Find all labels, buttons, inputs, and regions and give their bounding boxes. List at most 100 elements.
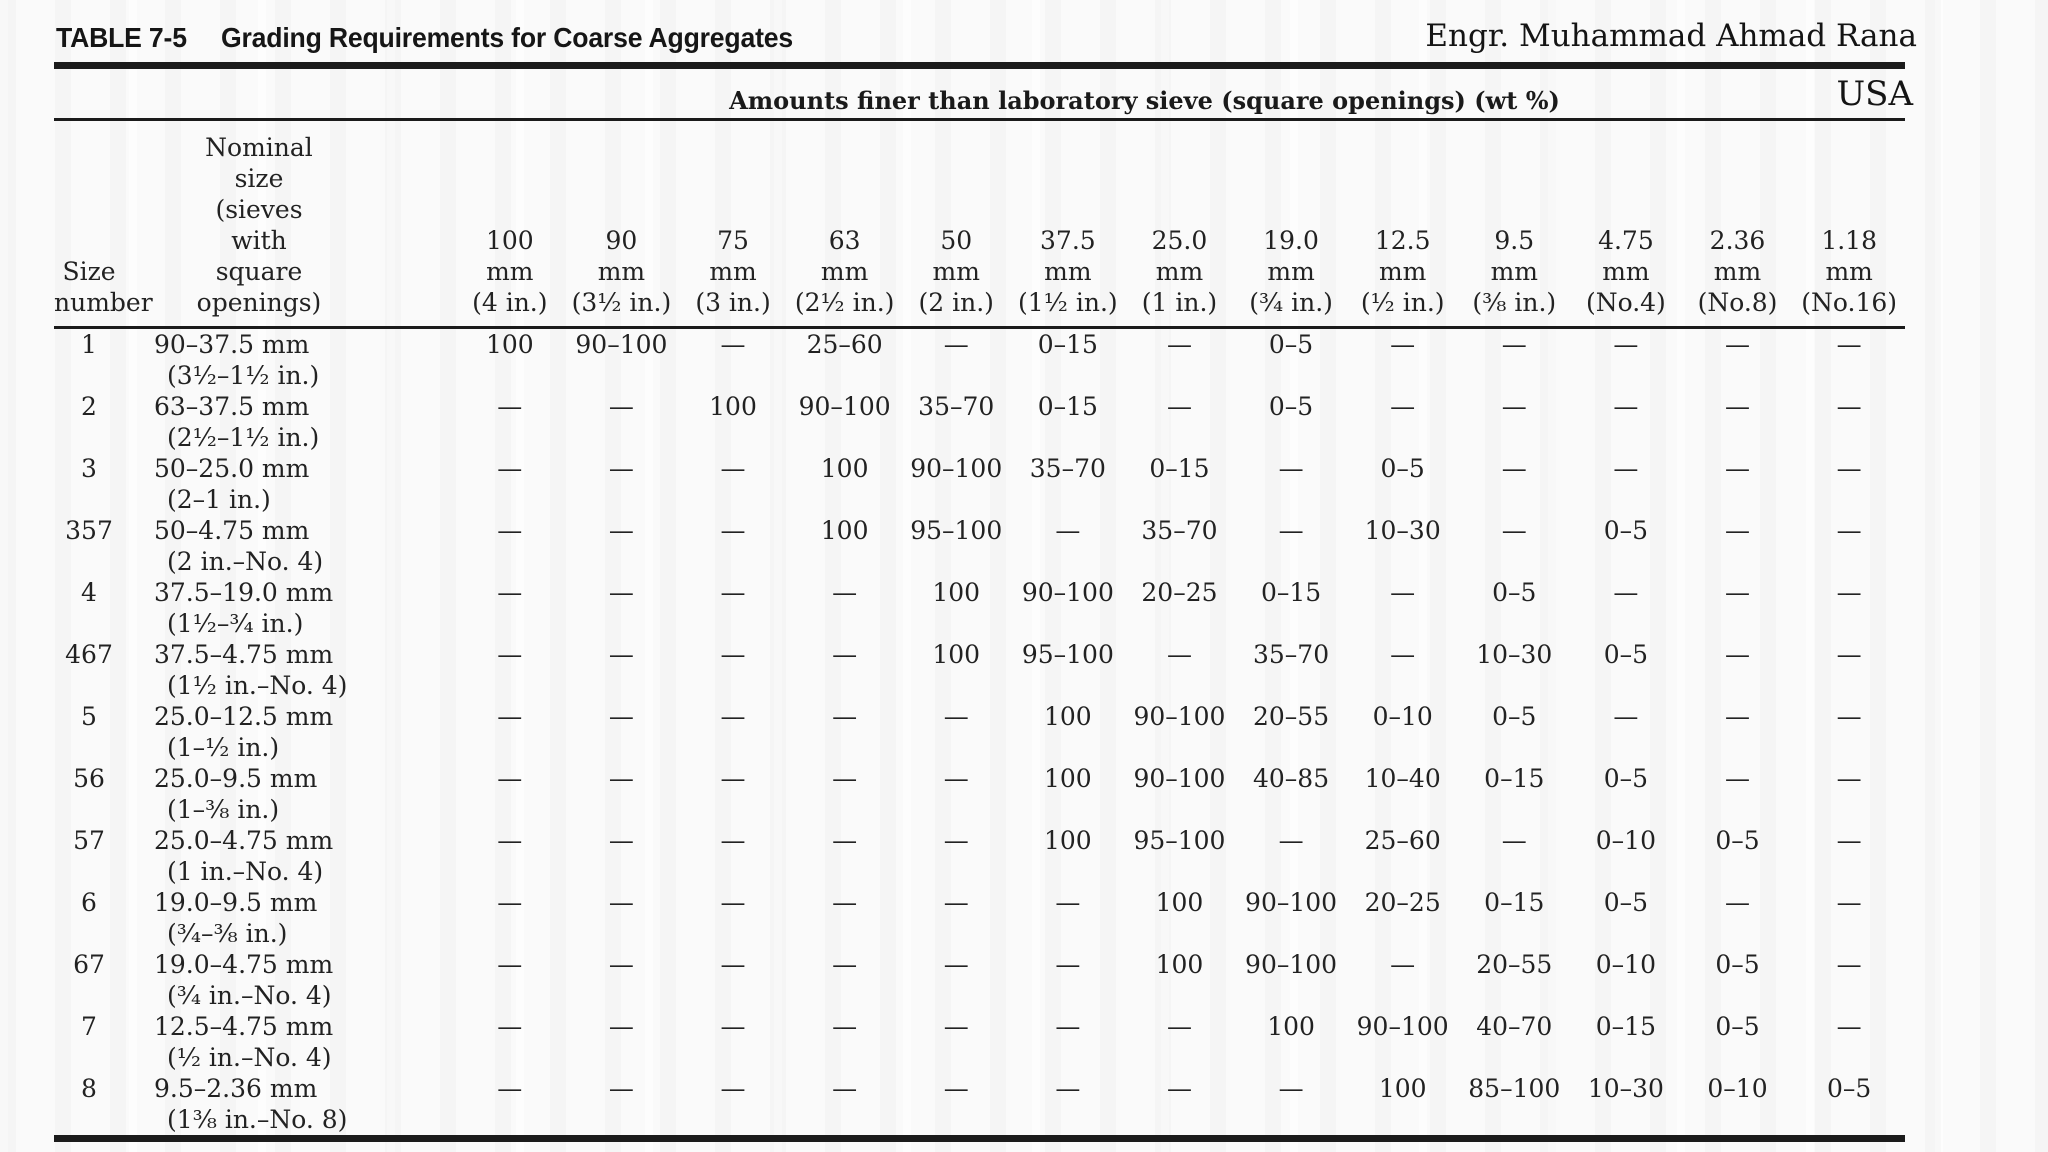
nominal-size-cell: 37.5–4.75 mm (1¹⁄₂ in.–No. 4) <box>124 639 454 701</box>
grading-value-cell: — <box>1836 515 1862 545</box>
grading-value-cell: 85–100 <box>1468 1073 1561 1103</box>
table-row: 4 37.5–19.0 mm (1¹⁄₂–³⁄₄ in.) — — — — <box>54 577 1905 639</box>
grading-value-cell: — <box>720 1011 746 1041</box>
grading-value-cell: — <box>608 453 634 483</box>
grading-value-cell: — <box>497 577 523 607</box>
nominal-size-imperial: (1 in.–No. 4) <box>167 856 324 886</box>
grading-value-cell: — <box>720 1073 746 1103</box>
grading-value-cell: — <box>1055 1073 1081 1103</box>
nominal-size-cell: 19.0–4.75 mm (³⁄₄ in.–No. 4) <box>124 949 454 1011</box>
sieve-size-imperial: (1 in.) <box>1141 287 1218 317</box>
grading-value-cell: 0–5 <box>1715 825 1760 855</box>
grading-value-cell: — <box>497 763 523 793</box>
sieve-size-mm: 19.0 <box>1263 225 1319 255</box>
table-row: 57 25.0–4.75 mm (1 in.–No. 4) — — — — <box>54 825 1905 887</box>
grading-value-cell: — <box>1836 1011 1862 1041</box>
col-header-sieve-size: 90 mm (3¹⁄₂ in.) <box>565 121 678 329</box>
grading-value-cell: 0–5 <box>1715 949 1760 979</box>
grading-value-cell: 0–5 <box>1268 329 1314 359</box>
nominal-size-mm: 63–37.5 mm <box>154 391 310 421</box>
sieve-unit: mm <box>486 256 534 286</box>
grading-value-cell: — <box>1613 391 1639 421</box>
grading-value-cell: — <box>1166 329 1192 359</box>
nominal-size-cell: 19.0–9.5 mm (³⁄₄–³⁄₈ in.) <box>124 887 454 949</box>
grading-value-cell: 0–10 <box>1707 1073 1768 1103</box>
grading-value-cell: — <box>943 825 969 855</box>
sieve-unit: mm <box>1378 256 1427 286</box>
nominal-size-cell: 25.0–4.75 mm (1 in.–No. 4) <box>124 825 454 887</box>
grading-value-cell: — <box>1725 329 1750 359</box>
table-row: 357 50–4.75 mm (2 in.–No. 4) — — — 100 <box>54 515 1905 577</box>
grading-value-cell: — <box>832 825 858 855</box>
sieve-size-imperial: (No.16) <box>1801 287 1898 317</box>
grading-value-cell: — <box>720 639 746 669</box>
grading-value-cell: — <box>608 825 634 855</box>
grading-value-cell: — <box>1725 453 1750 483</box>
grading-value-cell: — <box>497 1011 523 1041</box>
grading-value-cell: 100 <box>709 391 757 421</box>
grading-value-cell: 0–5 <box>1492 577 1537 607</box>
grading-value-cell: 100 <box>1043 825 1092 855</box>
size-number-cell: 357 <box>65 515 113 545</box>
grading-value-cell: 90–100 <box>1133 701 1226 731</box>
size-number-cell: 3 <box>81 453 97 483</box>
credit-country: USA <box>1836 74 1914 114</box>
grading-value-cell: — <box>497 825 523 855</box>
grading-value-cell: — <box>1055 887 1081 917</box>
size-number-cell: 467 <box>65 639 113 669</box>
col-header-line: size <box>234 163 284 193</box>
grading-value-cell: — <box>1390 329 1416 359</box>
grading-value-cell: — <box>720 577 746 607</box>
header-row: Size number Nominal size (sieves with sq… <box>54 121 1905 329</box>
grading-value-cell: 100 <box>820 453 869 483</box>
sieve-size-imperial: (3¹⁄₂ in.) <box>571 287 672 317</box>
grading-value-cell: 0–10 <box>1595 949 1656 979</box>
grading-value-cell: — <box>1390 639 1416 669</box>
credit-name: Engr. Muhammad Ahmad Rana <box>1425 18 1917 54</box>
table-row: 56 25.0–9.5 mm (1–³⁄₈ in.) — — — — <box>54 763 1905 825</box>
grading-value-cell: 35–70 <box>1029 453 1106 483</box>
nominal-size-mm: 37.5–4.75 mm <box>154 639 334 669</box>
grading-value-cell: — <box>1166 639 1192 669</box>
nominal-size-imperial: (1–¹⁄₂ in.) <box>167 732 280 762</box>
table-row: 5 25.0–12.5 mm (1–¹⁄₂ in.) — — — — <box>54 701 1905 763</box>
grading-value-cell: 10–30 <box>1476 639 1553 669</box>
col-header-sieve-size: 9.5 mm (³⁄₈ in.) <box>1458 121 1571 329</box>
sieve-unit: mm <box>932 256 980 286</box>
grading-value-cell: — <box>720 763 746 793</box>
nominal-size-mm: 25.0–4.75 mm <box>154 825 334 855</box>
size-number-cell: 2 <box>81 391 97 421</box>
grading-value-cell: — <box>1613 701 1639 731</box>
grading-value-cell: — <box>832 949 858 979</box>
col-header-sieve-size: 37.5 mm (1¹⁄₂ in.) <box>1012 121 1124 329</box>
nominal-size-imperial: (2–1 in.) <box>167 484 271 514</box>
grading-value-cell: — <box>1836 391 1862 421</box>
col-header-sieve-size: 1.18 mm (No.16) <box>1793 121 1905 329</box>
grading-value-cell: — <box>943 1073 969 1103</box>
nominal-size-imperial: (³⁄₄ in.–No. 4) <box>167 980 332 1010</box>
grading-value-cell: 20–25 <box>1364 887 1441 917</box>
sieve-unit: mm <box>1602 256 1650 286</box>
nominal-size-cell: 25.0–12.5 mm (1–¹⁄₂ in.) <box>124 701 454 763</box>
table-row: 467 37.5–4.75 mm (1¹⁄₂ in.–No. 4) — — — … <box>54 639 1905 701</box>
grading-value-cell: 100 <box>1155 887 1204 917</box>
grading-value-cell: — <box>608 391 634 421</box>
nominal-size-imperial: (1–³⁄₈ in.) <box>167 794 280 824</box>
table-row: 1 90–37.5 mm (3¹⁄₂–1¹⁄₂ in.) 100 90–100 … <box>54 327 1905 391</box>
grading-value-cell: 95–100 <box>910 515 1003 545</box>
nominal-size-imperial: (2¹⁄₂–1¹⁄₂ in.) <box>167 422 320 452</box>
table-row: 8 9.5–2.36 mm (1³⁄₈ in.–No. 8) — — — — <box>54 1073 1905 1139</box>
table-head: Size number Nominal size (sieves with sq… <box>54 121 1905 329</box>
sieve-unit: mm <box>820 256 869 286</box>
grading-value-cell: 90–100 <box>1356 1011 1449 1041</box>
grading-value-cell: 0–10 <box>1595 825 1656 855</box>
table-body: 1 90–37.5 mm (3¹⁄₂–1¹⁄₂ in.) 100 90–100 … <box>54 327 1905 1138</box>
sieve-size-imperial: (4 in.) <box>472 287 548 317</box>
sieve-size-imperial: (³⁄₄ in.) <box>1249 287 1333 317</box>
sieve-size-mm: 12.5 <box>1374 225 1431 255</box>
nominal-size-mm: 37.5–19.0 mm <box>154 577 334 607</box>
col-header-nominal-size: Nominal size (sieves with square opening… <box>124 121 454 329</box>
grading-value-cell: 25–60 <box>1364 825 1441 855</box>
grading-value-cell: 0–5 <box>1603 515 1649 545</box>
grading-value-cell: 90–100 <box>1245 887 1338 917</box>
